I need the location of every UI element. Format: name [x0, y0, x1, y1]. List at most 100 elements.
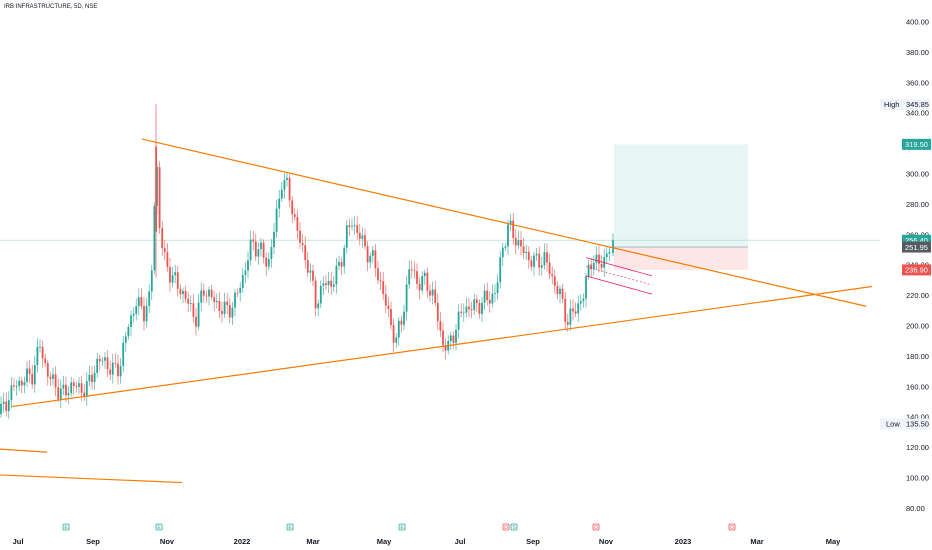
event-marker[interactable] — [155, 523, 163, 531]
candle-body — [452, 335, 455, 343]
candle-body — [247, 260, 249, 271]
candle-body — [83, 392, 86, 397]
candle-body — [416, 271, 418, 284]
candle-body — [70, 382, 73, 394]
y-tick-label: 380.00 — [906, 48, 929, 57]
candle-body — [88, 374, 91, 382]
candle-body — [314, 280, 317, 309]
candle-body — [499, 257, 502, 283]
candle-body — [78, 383, 80, 387]
candle-body — [75, 386, 78, 387]
candle-body — [54, 374, 57, 388]
candle-body — [491, 293, 494, 304]
event-marker-label: D — [730, 525, 734, 531]
candle-body — [273, 231, 275, 248]
old-line-2[interactable] — [0, 474, 183, 484]
channel-lower-line[interactable] — [585, 275, 653, 295]
candle-body — [442, 330, 444, 346]
candle-body — [338, 262, 340, 266]
low-label-box — [880, 418, 930, 430]
candle-body — [299, 230, 301, 243]
candle-body — [444, 345, 447, 351]
candle-body — [473, 299, 476, 311]
candle-body — [413, 270, 416, 272]
event-marker-label: E — [288, 525, 292, 531]
candle-body — [478, 302, 481, 314]
stop-zone[interactable] — [614, 247, 748, 270]
candle-body — [127, 326, 130, 337]
candle-body — [101, 360, 104, 362]
candle-body — [551, 274, 554, 277]
event-marker[interactable] — [502, 523, 510, 531]
candle-body — [556, 285, 559, 295]
candle-body — [439, 321, 442, 331]
candle-body — [429, 290, 431, 296]
candle-body — [20, 380, 23, 386]
candle-body — [553, 276, 556, 286]
event-marker-label: E — [157, 525, 161, 531]
candle-body — [205, 295, 208, 297]
candle-body — [501, 247, 504, 258]
candle-body — [72, 382, 75, 387]
candle-body — [122, 342, 125, 366]
candle-body — [262, 242, 265, 258]
candle-body — [218, 301, 221, 312]
event-marker[interactable] — [592, 523, 600, 531]
candle-body — [106, 357, 109, 370]
candle-body — [535, 253, 538, 256]
symbol-title: IRB INFRASTRUCTURE, 5D, NSE — [4, 4, 97, 10]
event-marker[interactable] — [286, 523, 294, 531]
high-spike-body — [155, 146, 157, 232]
event-marker[interactable] — [728, 523, 736, 531]
event-marker-label: D — [504, 525, 508, 531]
x-tick-label: 2022 — [234, 537, 251, 546]
candle-body — [195, 316, 197, 327]
target-zone[interactable] — [614, 144, 748, 248]
upper-resistance-line[interactable] — [141, 138, 867, 307]
candle-body — [49, 376, 52, 379]
candle-body — [600, 263, 603, 268]
entry-price-tag: 251.95 — [905, 243, 928, 252]
candle-body — [26, 368, 28, 382]
lower-support-line[interactable] — [11, 285, 873, 408]
candle-body — [18, 380, 21, 387]
candle-body — [2, 401, 5, 404]
high-label-value: 345.85 — [906, 100, 929, 109]
old-line-1[interactable] — [0, 448, 48, 453]
candle-body — [184, 290, 187, 299]
candle-body — [579, 301, 582, 304]
x-tick-label: Nov — [599, 537, 614, 546]
candle-body — [182, 290, 184, 295]
candle-body — [436, 302, 439, 322]
target-price-tag: 319.50 — [905, 140, 928, 149]
y-tick-label: 220.00 — [906, 291, 929, 300]
candle-body — [351, 226, 353, 228]
candle-body — [192, 303, 195, 317]
candle-body — [392, 324, 395, 343]
y-tick-label: 140.00 — [906, 413, 929, 422]
candle-body — [488, 300, 491, 304]
event-marker[interactable] — [510, 523, 518, 531]
channel-upper-line[interactable] — [585, 257, 653, 277]
candle-body — [585, 276, 587, 299]
candle-body — [574, 311, 577, 314]
stop-price-tag-box — [902, 264, 931, 276]
candle-body — [57, 387, 60, 400]
candle-body — [93, 372, 96, 382]
event-marker[interactable] — [62, 523, 70, 531]
candle-body — [236, 292, 239, 294]
high-label-box — [880, 98, 930, 110]
candle-body — [291, 200, 294, 215]
candle-body — [132, 313, 135, 316]
y-tick-label: 80.00 — [906, 504, 925, 513]
candle-body — [481, 302, 483, 314]
candle-body — [548, 262, 551, 275]
candle-body — [158, 167, 161, 229]
event-marker[interactable] — [398, 523, 406, 531]
candle-body — [382, 281, 385, 295]
candle-body — [486, 290, 489, 301]
high-label-text: High — [884, 100, 899, 109]
candle-body — [512, 220, 515, 238]
